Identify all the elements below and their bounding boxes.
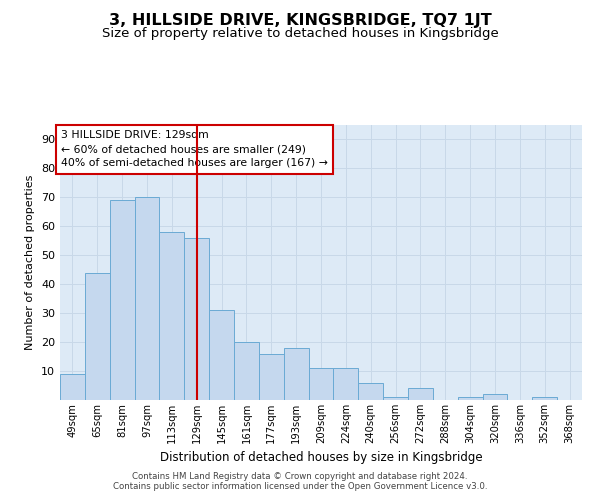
Text: 3, HILLSIDE DRIVE, KINGSBRIDGE, TQ7 1JT: 3, HILLSIDE DRIVE, KINGSBRIDGE, TQ7 1JT	[109, 12, 491, 28]
Bar	[532, 397, 557, 400]
Bar	[358, 382, 383, 400]
Bar	[184, 238, 209, 400]
Bar	[284, 348, 308, 400]
Bar	[259, 354, 284, 400]
Text: Contains HM Land Registry data © Crown copyright and database right 2024.: Contains HM Land Registry data © Crown c…	[132, 472, 468, 481]
Bar	[60, 374, 85, 400]
Bar	[234, 342, 259, 400]
Bar	[383, 397, 408, 400]
Bar	[334, 368, 358, 400]
Text: 3 HILLSIDE DRIVE: 129sqm
← 60% of detached houses are smaller (249)
40% of semi-: 3 HILLSIDE DRIVE: 129sqm ← 60% of detach…	[61, 130, 328, 168]
Bar	[85, 272, 110, 400]
Bar	[209, 310, 234, 400]
X-axis label: Distribution of detached houses by size in Kingsbridge: Distribution of detached houses by size …	[160, 452, 482, 464]
Text: Contains public sector information licensed under the Open Government Licence v3: Contains public sector information licen…	[113, 482, 487, 491]
Bar	[134, 198, 160, 400]
Bar	[110, 200, 134, 400]
Bar	[160, 232, 184, 400]
Bar	[308, 368, 334, 400]
Bar	[408, 388, 433, 400]
Y-axis label: Number of detached properties: Number of detached properties	[25, 175, 35, 350]
Bar	[458, 397, 482, 400]
Text: Size of property relative to detached houses in Kingsbridge: Size of property relative to detached ho…	[101, 28, 499, 40]
Bar	[482, 394, 508, 400]
